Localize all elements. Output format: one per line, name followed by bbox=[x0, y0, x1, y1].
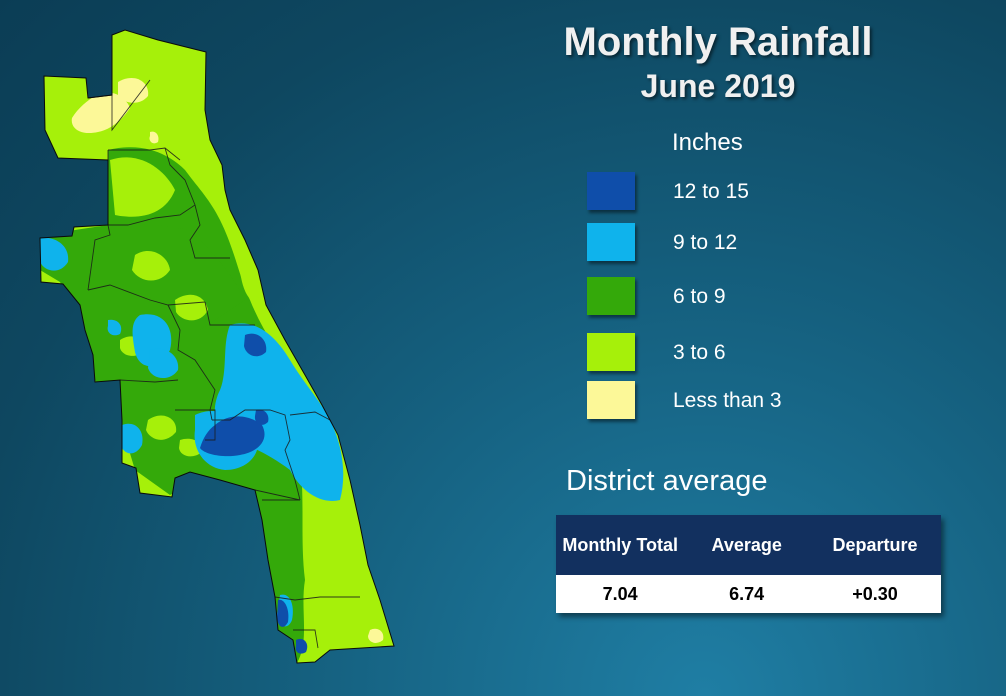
legend-label: 12 to 15 bbox=[673, 180, 749, 203]
legend-swatch bbox=[587, 381, 635, 419]
legend-label: 9 to 12 bbox=[673, 231, 738, 254]
departure-value: +0.30 bbox=[809, 575, 941, 613]
map-title: Monthly Rainfall bbox=[563, 20, 873, 64]
legend-swatch bbox=[587, 172, 635, 210]
district-average-heading: District average bbox=[566, 465, 768, 497]
legend-item: Less than 3 bbox=[587, 381, 887, 421]
legend-label: Less than 3 bbox=[673, 389, 782, 412]
rainfall-map bbox=[39, 29, 395, 664]
legend-item: 12 to 15 bbox=[587, 172, 887, 212]
column-header: Average bbox=[684, 515, 810, 575]
legend-heading: Inches bbox=[672, 129, 743, 156]
column-header: Departure bbox=[809, 515, 941, 575]
legend-label: 3 to 6 bbox=[673, 341, 726, 364]
legend-swatch bbox=[587, 223, 635, 261]
district-average-table: Monthly Total Average Departure 7.04 6.7… bbox=[556, 515, 941, 613]
map-subtitle: June 2019 bbox=[640, 68, 796, 104]
district-map-fill bbox=[40, 30, 394, 663]
table-row: 7.04 6.74 +0.30 bbox=[556, 575, 941, 613]
legend-item: 3 to 6 bbox=[587, 333, 887, 373]
legend-swatch bbox=[587, 333, 635, 371]
legend-label: 6 to 9 bbox=[673, 285, 726, 308]
average-value: 6.74 bbox=[684, 575, 810, 613]
column-header: Monthly Total bbox=[556, 515, 685, 575]
legend-swatch bbox=[587, 277, 635, 315]
legend-item: 6 to 9 bbox=[587, 277, 887, 317]
table-header-row: Monthly Total Average Departure bbox=[556, 515, 941, 575]
legend-item: 9 to 12 bbox=[587, 223, 887, 263]
monthly-total-value: 7.04 bbox=[556, 575, 685, 613]
